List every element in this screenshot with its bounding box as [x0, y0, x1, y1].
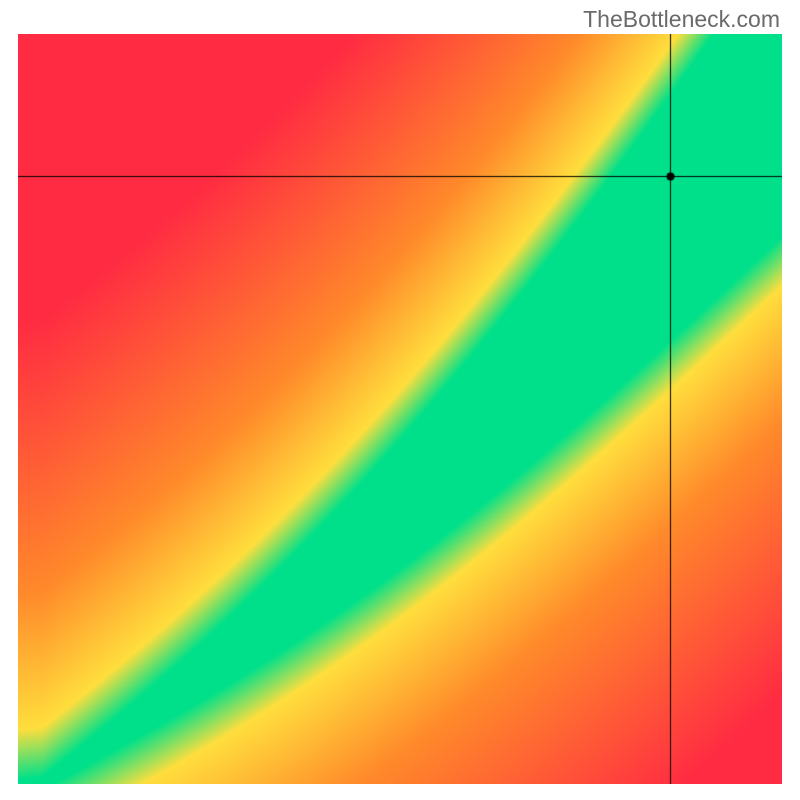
crosshair-overlay [18, 34, 782, 784]
bottleneck-heatmap [18, 34, 782, 784]
watermark-text: TheBottleneck.com [583, 6, 780, 33]
